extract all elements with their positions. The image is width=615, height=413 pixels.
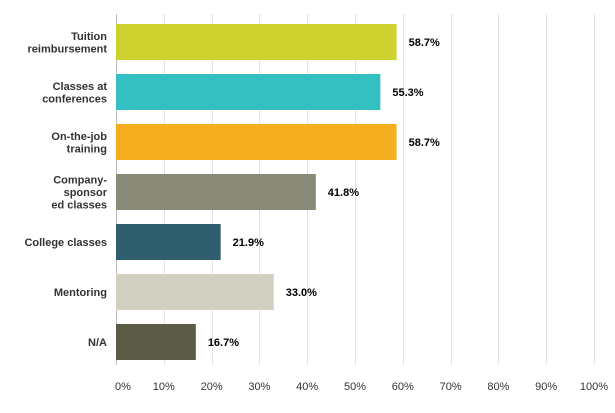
bar [116, 274, 274, 310]
bar [116, 174, 316, 210]
value-label: 16.7% [208, 337, 239, 349]
bar [116, 74, 381, 110]
value-label: 33.0% [286, 287, 317, 299]
x-tick-label: 50% [344, 381, 366, 393]
category-label-line: ed classes [51, 200, 107, 212]
category-label-line: reimbursement [28, 43, 108, 55]
category-label-line: Company- [53, 175, 107, 187]
x-tick-label: 80% [487, 381, 509, 393]
value-label: 41.8% [328, 187, 359, 199]
category-label: College classes [24, 237, 107, 249]
category-label: Mentoring [54, 287, 107, 299]
bar [116, 224, 221, 260]
category-label-line: sponsor [64, 187, 108, 199]
category-label-line: Classes at [53, 81, 108, 93]
category-label: N/A [88, 337, 107, 349]
category-label-line: On-the-job [51, 131, 107, 143]
category-label: Tuition reimbursement [28, 31, 108, 56]
category-label-line: conferences [42, 93, 107, 105]
category-label: Company-sponsor ed classes [51, 175, 107, 212]
value-label: 58.7% [409, 37, 440, 49]
category-label-line: N/A [88, 337, 107, 349]
bar [116, 24, 397, 60]
bars [116, 24, 397, 360]
x-tick-label: 100% [580, 381, 608, 393]
x-tick-label: 20% [201, 381, 223, 393]
bar [116, 124, 397, 160]
bar [116, 324, 196, 360]
category-label-line: College classes [24, 237, 107, 249]
x-tick-label: 10% [153, 381, 175, 393]
x-tick-label: 40% [296, 381, 318, 393]
category-label-line: training [67, 143, 107, 155]
category-label-line: Tuition [71, 31, 107, 43]
category-label: On-the-job training [51, 131, 107, 156]
x-axis-ticks: 0% 10% 20% 30% 40% 50% 60% 70% 80% 90% 100% [115, 381, 608, 393]
x-tick-label: 60% [392, 381, 414, 393]
x-tick-label: 0% [115, 381, 131, 393]
value-label: 55.3% [392, 87, 423, 99]
x-tick-label: 70% [440, 381, 462, 393]
category-label-line: Mentoring [54, 287, 107, 299]
category-label: Classes at conferences [42, 81, 107, 106]
category-labels: Tuition reimbursement Classes at conference… [24, 31, 107, 349]
x-tick-label: 30% [248, 381, 270, 393]
value-label: 21.9% [233, 237, 264, 249]
value-labels: 58.7% 55.3% 58.7% 41.8% 21.9% 33.0% 16.7% [208, 37, 440, 349]
x-tick-label: 90% [535, 381, 557, 393]
value-label: 58.7% [409, 137, 440, 149]
